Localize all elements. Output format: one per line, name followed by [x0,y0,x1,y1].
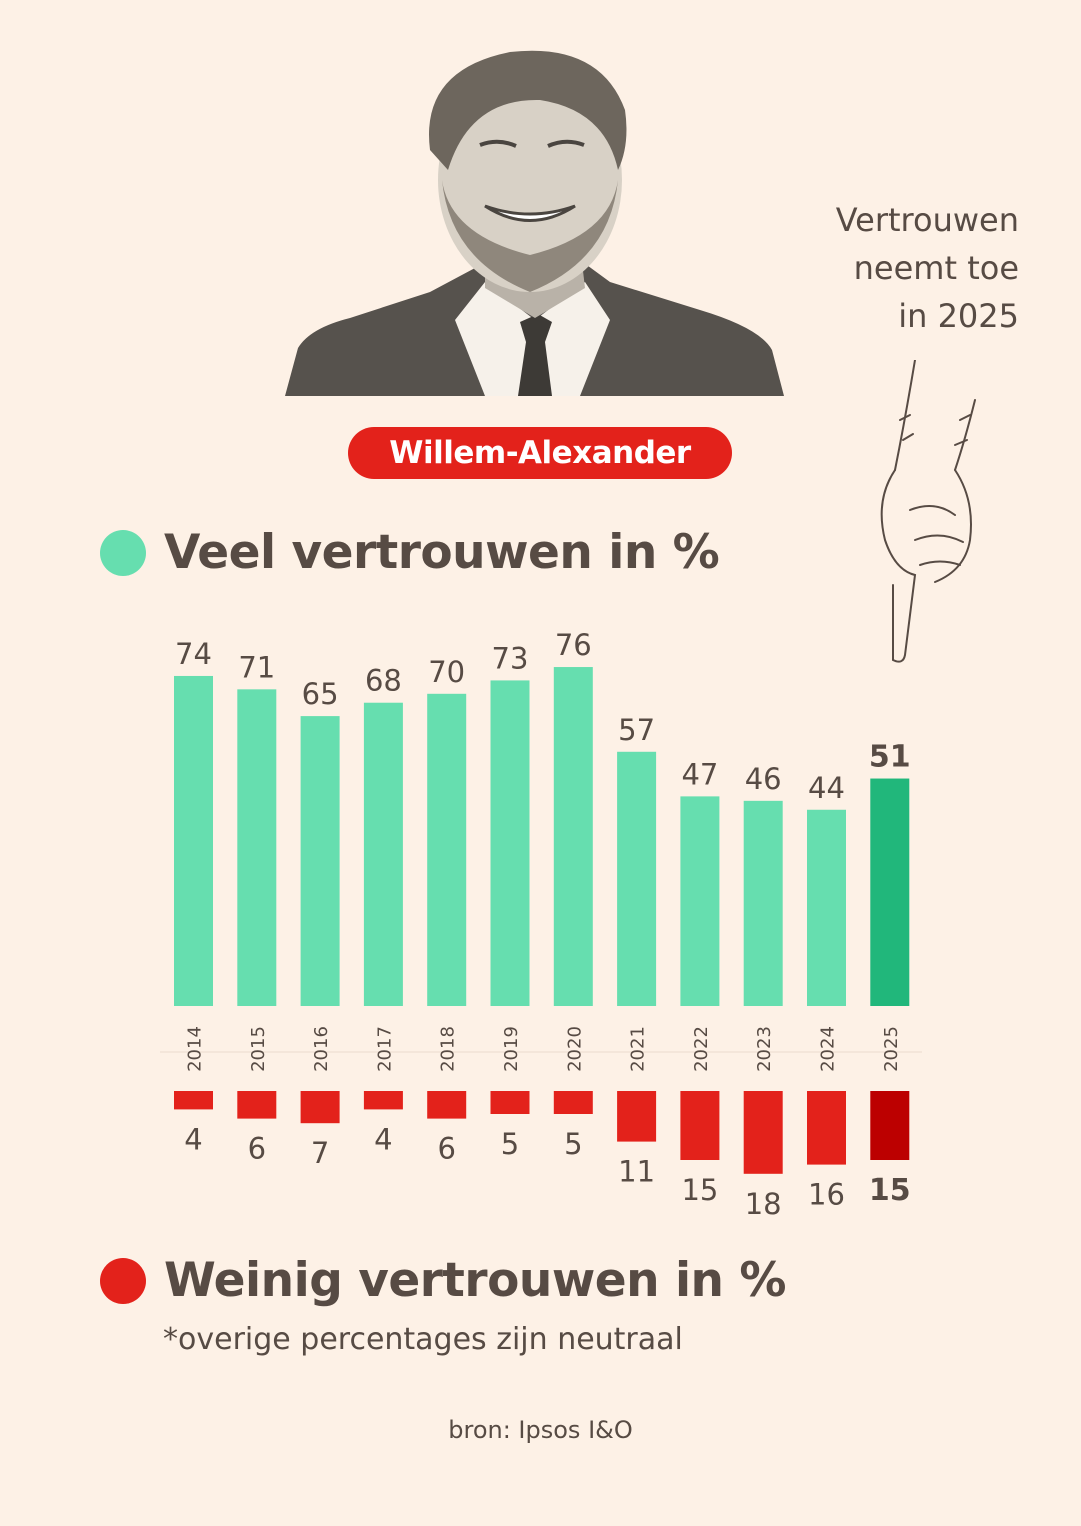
bar-low-2017 [363,1091,403,1110]
value-label-high-2020: 76 [555,628,592,662]
bar-high-2022 [680,796,720,1006]
value-label-high-2023: 46 [745,762,782,796]
value-label-high-2016: 65 [302,677,339,711]
year-label-2018: 2018 [438,1026,459,1072]
year-label-2015: 2015 [248,1026,269,1072]
value-label-low-2019: 5 [501,1127,519,1161]
bar-low-2019 [490,1091,530,1114]
year-label-2014: 2014 [185,1026,206,1072]
value-label-low-2015: 6 [248,1132,266,1166]
bar-low-2021 [617,1091,657,1142]
bar-high-2020 [553,667,593,1006]
bar-high-2018 [427,693,467,1006]
bar-high-2024 [807,809,846,1006]
bar-low-2016 [300,1091,340,1124]
value-label-high-2017: 68 [365,664,402,698]
value-label-low-2025: 15 [869,1173,911,1208]
value-label-low-2024: 16 [808,1178,845,1212]
year-label-2017: 2017 [374,1026,395,1072]
bar-high-2014 [174,675,213,1006]
bar-low-2023 [743,1091,783,1174]
value-label-high-2018: 70 [428,655,465,689]
value-label-high-2014: 74 [175,637,212,671]
pointing-hand-icon [880,360,976,663]
legend-low-label: Weinig vertrouwen in % [164,1253,786,1308]
value-label-low-2014: 4 [184,1122,202,1156]
annotation-line-1: Vertrouwen [835,201,1019,239]
bar-low-2015 [237,1091,277,1119]
bar-low-2025 [870,1091,910,1160]
legend-high-trust: Veel vertrouwen in % [100,525,720,580]
bar-high-2017 [363,702,403,1006]
bar-high-2021 [617,751,657,1006]
bar-low-2014 [174,1091,213,1110]
bar-low-2024 [807,1091,846,1165]
value-label-high-2015: 71 [238,650,275,684]
value-label-high-2022: 47 [681,757,718,791]
annotation-text: Vertrouwen neemt toe in 2025 [836,196,1019,340]
bar-high-2015 [237,689,277,1006]
value-label-low-2017: 4 [374,1122,392,1156]
annotation-line-2: neemt toe [853,249,1019,287]
value-label-high-2021: 57 [618,713,655,747]
value-label-low-2022: 15 [681,1173,718,1207]
bar-low-2018 [427,1091,467,1119]
year-label-2021: 2021 [628,1026,649,1072]
legend-high-label: Veel vertrouwen in % [164,525,720,580]
value-label-low-2020: 5 [564,1127,582,1161]
value-label-low-2021: 11 [618,1155,655,1189]
year-label-2022: 2022 [691,1026,712,1072]
value-label-low-2018: 6 [437,1132,455,1166]
legend-low-trust: Weinig vertrouwen in % [100,1253,786,1308]
year-label-2016: 2016 [311,1026,332,1072]
bar-high-2016 [300,716,340,1006]
person-name-badge: Willem-Alexander [348,427,732,479]
value-label-high-2019: 73 [492,641,529,675]
value-label-low-2016: 7 [311,1136,329,1170]
bar-low-2020 [553,1091,593,1114]
source-credit: bron: Ipsos I&O [448,1416,633,1444]
year-label-2025: 2025 [881,1026,902,1072]
value-label-low-2023: 18 [745,1187,782,1221]
annotation-line-3: in 2025 [898,297,1019,335]
value-label-high-2025: 51 [869,740,911,775]
year-label-2020: 2020 [564,1026,585,1072]
year-label-2023: 2023 [754,1026,775,1072]
legend-high-dot [100,529,146,576]
bar-high-2025 [870,778,910,1006]
bar-high-2019 [490,680,530,1006]
portrait-illustration [285,50,784,396]
legend-low-dot [100,1257,146,1304]
bar-high-2023 [743,800,783,1006]
footnote: *overige percentages zijn neutraal [163,1322,683,1357]
year-label-2019: 2019 [501,1026,522,1072]
bar-low-2022 [680,1091,720,1160]
value-label-high-2024: 44 [808,771,845,805]
year-label-2024: 2024 [818,1026,839,1072]
